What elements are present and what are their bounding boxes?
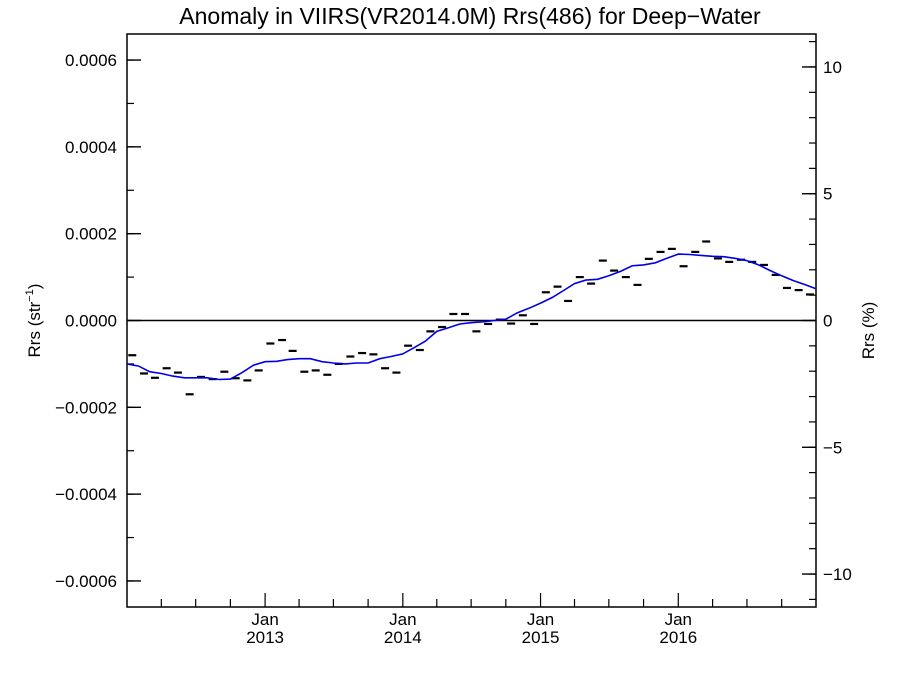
bottom-tick-year: 2013 bbox=[246, 628, 284, 647]
left-tick-label: −0.0006 bbox=[55, 572, 117, 591]
left-tick-label: 0.0004 bbox=[65, 138, 117, 157]
left-axis-ticks: 0.0006 0.0004 0.0002 0.0000 −0.0002 −0.0004 −0… bbox=[55, 51, 141, 591]
left-tick-label: −0.0004 bbox=[55, 485, 117, 504]
monthly-anomaly-markers bbox=[128, 240, 814, 396]
running-mean-line bbox=[126, 253, 817, 381]
y-axis-label-left: Rrs (str−1) bbox=[24, 284, 44, 358]
y-axis-label-left-sup: −1 bbox=[24, 289, 36, 302]
right-tick-label: 10 bbox=[823, 58, 842, 77]
bottom-tick-year: 2015 bbox=[522, 628, 560, 647]
right-axis-ticks: 10 5 0 −5 −10 bbox=[802, 41, 852, 600]
left-tick-label: 0.0006 bbox=[65, 51, 117, 70]
right-tick-label: −5 bbox=[823, 438, 842, 457]
left-tick-label: 0.0000 bbox=[65, 312, 117, 331]
bottom-tick-month: Jan bbox=[665, 610, 692, 629]
bottom-tick-month: Jan bbox=[389, 610, 416, 629]
left-tick-label: 0.0002 bbox=[65, 225, 117, 244]
bottom-tick-year: 2014 bbox=[384, 628, 422, 647]
y-axis-label-left-close: ) bbox=[25, 284, 44, 290]
chart-title: Anomaly in VIIRS(VR2014.0M) Rrs(486) for… bbox=[179, 3, 761, 29]
y-axis-label-right: Rrs (%) bbox=[859, 302, 878, 360]
y-axis-label-left-main: Rrs (str bbox=[25, 301, 44, 357]
right-tick-label: 0 bbox=[823, 312, 832, 331]
svg-text:Rrs (str−1): Rrs (str−1) bbox=[24, 284, 44, 358]
bottom-tick-year: 2016 bbox=[659, 628, 697, 647]
right-tick-label: −10 bbox=[823, 565, 852, 584]
bottom-tick-month: Jan bbox=[251, 610, 278, 629]
bottom-tick-month: Jan bbox=[527, 610, 554, 629]
right-tick-label: 5 bbox=[823, 185, 832, 204]
left-tick-label: −0.0002 bbox=[55, 398, 117, 417]
